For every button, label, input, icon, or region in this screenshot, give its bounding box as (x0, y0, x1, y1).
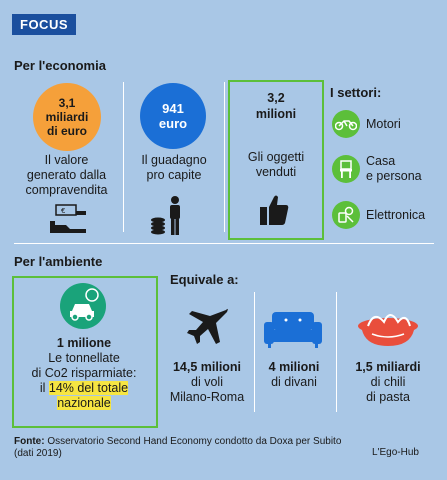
desc-line: il 14% del totale (14, 381, 154, 396)
desc-prefix: il (39, 381, 49, 395)
items-sold-description: Gli oggetti venduti (230, 150, 322, 180)
co2-description: Le tonnellate di Co2 risparmiate: il 14%… (14, 351, 154, 411)
highlight-text: 14% del totale (48, 381, 129, 395)
co2-box (12, 276, 158, 428)
eco-car-icon (60, 283, 106, 329)
desc-line: di pasta (366, 390, 410, 404)
sector-label-elettronica: Elettronica (366, 208, 425, 223)
equivalent-value: 1,5 miliardi (355, 360, 421, 374)
environment-section-title: Per l'ambiente (14, 254, 103, 269)
equivalent-value: 4 milioni (268, 360, 320, 374)
thumbs-up-icon (260, 195, 289, 225)
flights-equivalent: 14,5 milioni di voli Milano-Roma (164, 360, 250, 405)
highlight-text: nazionale (57, 396, 111, 410)
chair-icon (332, 155, 360, 183)
value-circle-revenue: 3,1 miliardi di euro (33, 83, 101, 151)
desc-line: pro capite (146, 168, 202, 182)
section-divider (14, 243, 434, 244)
divider (123, 82, 124, 232)
sector-label-casa: Casa e persona (366, 154, 422, 184)
svg-text:€: € (61, 207, 65, 215)
value-line: miliardi (45, 110, 89, 124)
source-note: Fonte: Osservatorio Second Hand Economy … (14, 436, 354, 460)
equivale-title: Equivale a: (170, 272, 239, 287)
desc-line: nazionale (14, 396, 154, 411)
economy-section-title: Per l'economia (14, 58, 106, 73)
divider (224, 82, 225, 232)
label-line: Elettronica (366, 208, 426, 222)
equivalent-value: 14,5 milioni (172, 360, 242, 374)
desc-line: generato dalla (26, 168, 107, 182)
value-circle-earnings: 941 euro (140, 83, 206, 149)
co2-value: 1 milione (56, 336, 112, 350)
source-text: Osservatorio Second Hand Economy condott… (44, 436, 342, 447)
earnings-description: Il guadagno pro capite (124, 153, 224, 183)
electronics-icon (332, 201, 360, 229)
value-line: 941 (162, 101, 184, 116)
items-sold-value: 3,2 milioni (230, 90, 322, 122)
value-line: 3,1 (58, 96, 76, 110)
desc-line: Le tonnellate (48, 351, 120, 365)
value-line: di euro (46, 124, 87, 138)
items-sold-box (228, 80, 324, 240)
sectors-title: I settori: (330, 85, 382, 100)
desc-line: Il guadagno (141, 153, 207, 167)
desc-line: di voli (191, 375, 223, 389)
value-line: euro (158, 116, 188, 131)
desc-line: Gli oggetti (247, 150, 305, 164)
desc-line: venduti (255, 165, 297, 179)
sofa-icon (264, 312, 322, 348)
sector-label-motori: Motori (366, 117, 401, 132)
source-line: (dati 2019) (14, 448, 62, 459)
divider (254, 292, 255, 412)
person-coins-icon (151, 196, 180, 235)
value-line: 3,2 (267, 91, 285, 105)
revenue-description: Il valore generato dalla compravendita (10, 153, 123, 198)
focus-badge: FOCUS (12, 14, 76, 35)
desc-line: di chili (370, 375, 406, 389)
source-label: Fonte: (14, 436, 45, 447)
credit-label: L'Ego-Hub (372, 447, 419, 458)
money-exchange-icon: € (50, 204, 86, 233)
divider (336, 292, 337, 412)
desc-line: Il valore (44, 153, 89, 167)
label-line: Casa (366, 154, 396, 168)
pasta-icon (358, 314, 418, 346)
motorcycle-icon (332, 110, 360, 138)
desc-line: compravendita (25, 183, 108, 197)
sofas-equivalent: 4 milioni di divani (256, 360, 332, 390)
label-line: e persona (366, 169, 422, 183)
label-line: Motori (366, 117, 401, 131)
desc-line: Milano-Roma (169, 390, 245, 404)
pasta-equivalent: 1,5 miliardi di chili di pasta (338, 360, 438, 405)
desc-line: di Co2 risparmiate: (31, 366, 137, 380)
desc-line: di divani (271, 375, 317, 389)
value-line: milioni (255, 107, 297, 121)
source-line: Fonte: Osservatorio Second Hand Economy … (14, 436, 354, 448)
airplane-icon (187, 308, 228, 344)
